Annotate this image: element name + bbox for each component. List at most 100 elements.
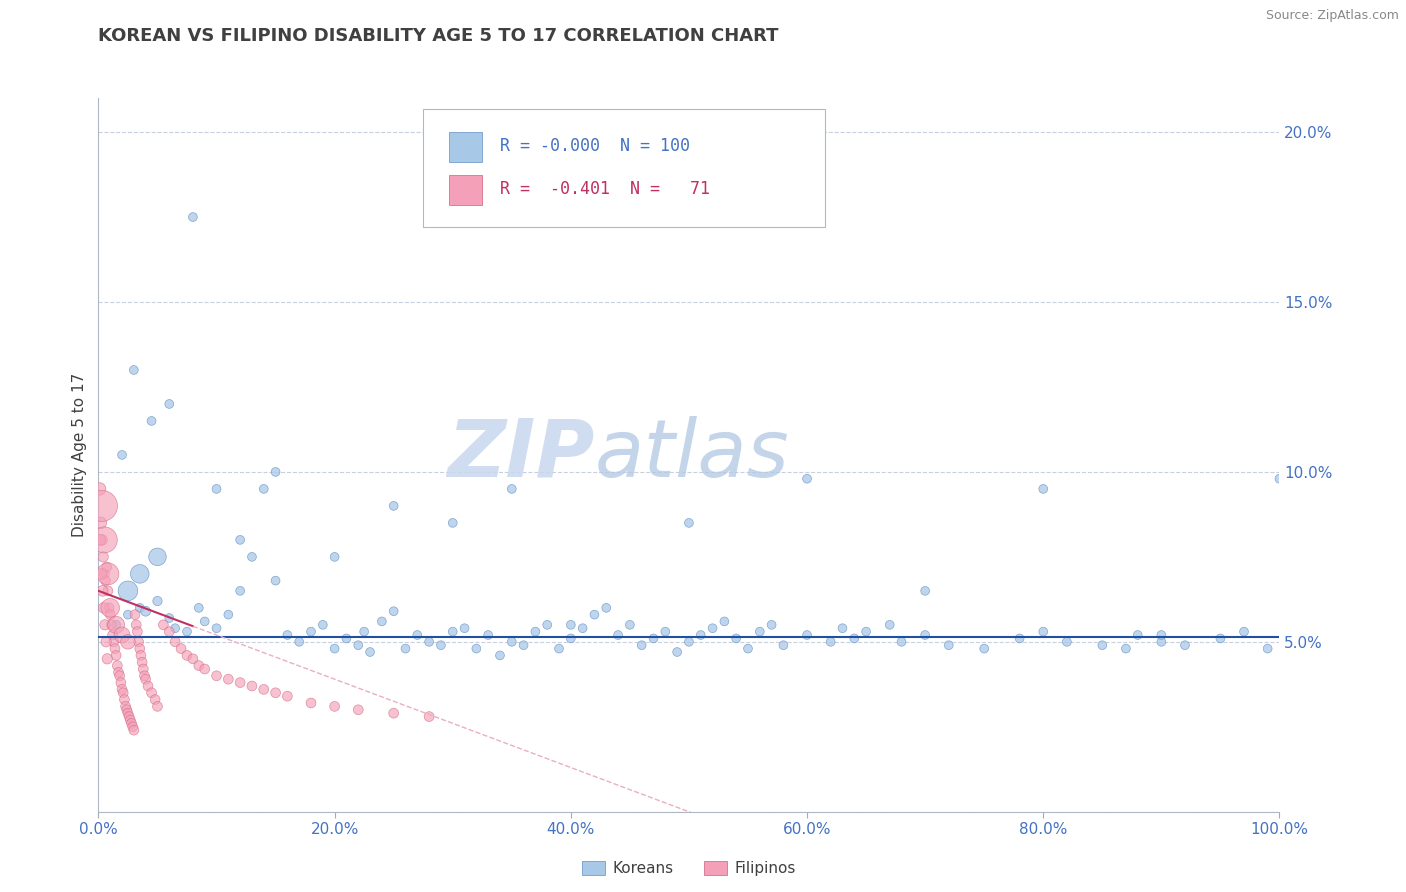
Point: [1032, 624, 1054, 639]
Point: [124, 607, 146, 622]
Point: [118, 709, 141, 723]
Point: [1233, 624, 1256, 639]
Text: KOREAN VS FILIPINO DISABILITY AGE 5 TO 17 CORRELATION CHART: KOREAN VS FILIPINO DISABILITY AGE 5 TO 1…: [98, 27, 779, 45]
Point: [820, 635, 842, 649]
Point: [122, 723, 145, 738]
Point: [748, 624, 770, 639]
Point: [90, 566, 112, 581]
Point: [93, 600, 115, 615]
Point: [187, 600, 209, 615]
Point: [489, 648, 512, 663]
Point: [323, 549, 346, 564]
Point: [157, 397, 180, 411]
Point: [382, 499, 405, 513]
Point: [205, 482, 228, 496]
Point: [181, 210, 204, 224]
Point: [1008, 632, 1031, 646]
Point: [560, 632, 582, 646]
Point: [229, 533, 252, 547]
Point: [761, 617, 783, 632]
Point: [94, 574, 117, 588]
Point: [276, 628, 298, 642]
Text: ZIP: ZIP: [447, 416, 595, 494]
Point: [441, 516, 464, 530]
Point: [128, 600, 150, 615]
Point: [1209, 632, 1232, 646]
Point: [146, 549, 169, 564]
Point: [135, 604, 157, 618]
Point: [678, 516, 700, 530]
Point: [560, 617, 582, 632]
Point: [110, 675, 132, 690]
Point: [678, 635, 700, 649]
Point: [702, 621, 724, 635]
Point: [1091, 638, 1114, 652]
Point: [187, 658, 209, 673]
Point: [501, 635, 523, 649]
Point: [831, 621, 853, 635]
Point: [128, 641, 150, 656]
Point: [938, 638, 960, 652]
Point: [91, 533, 114, 547]
Point: [105, 658, 128, 673]
Point: [105, 648, 128, 663]
Point: [165, 621, 187, 635]
Point: [772, 638, 794, 652]
Point: [406, 628, 429, 642]
Point: [146, 594, 169, 608]
Point: [170, 641, 193, 656]
Point: [112, 686, 135, 700]
Point: [264, 465, 287, 479]
Point: [112, 692, 135, 706]
Point: [89, 533, 111, 547]
Point: [713, 615, 735, 629]
Point: [548, 641, 571, 656]
Point: [97, 566, 120, 581]
Point: [1257, 641, 1279, 656]
Point: [725, 632, 748, 646]
Point: [1126, 628, 1149, 642]
Point: [94, 617, 117, 632]
Point: [129, 648, 152, 663]
Point: [152, 617, 174, 632]
Point: [134, 669, 156, 683]
Point: [128, 566, 150, 581]
Point: [98, 600, 121, 615]
Bar: [449, 132, 482, 162]
Point: [595, 600, 617, 615]
Point: [1115, 641, 1137, 656]
Legend: Koreans, Filipinos: Koreans, Filipinos: [575, 855, 803, 882]
Point: [136, 679, 159, 693]
Point: [583, 607, 606, 622]
Point: [737, 641, 759, 656]
Point: [1150, 628, 1173, 642]
Point: [347, 638, 370, 652]
Point: [105, 617, 128, 632]
Point: [630, 638, 652, 652]
Text: R = -0.000  N = 100: R = -0.000 N = 100: [501, 137, 690, 155]
Point: [394, 641, 416, 656]
Point: [607, 628, 630, 642]
Point: [359, 645, 381, 659]
Point: [619, 617, 641, 632]
Point: [1268, 472, 1291, 486]
Point: [264, 574, 287, 588]
Point: [115, 703, 138, 717]
Point: [90, 516, 112, 530]
Point: [176, 648, 198, 663]
Point: [165, 635, 187, 649]
Point: [117, 583, 139, 598]
Point: [98, 607, 121, 622]
Point: [1056, 635, 1078, 649]
Point: [240, 679, 263, 693]
Point: [382, 604, 405, 618]
Point: [181, 652, 204, 666]
Point: [101, 628, 124, 642]
Point: [121, 720, 143, 734]
Point: [217, 607, 239, 622]
Point: [157, 611, 180, 625]
Point: [501, 482, 523, 496]
Point: [117, 607, 139, 622]
Point: [194, 615, 217, 629]
Point: [312, 617, 335, 632]
